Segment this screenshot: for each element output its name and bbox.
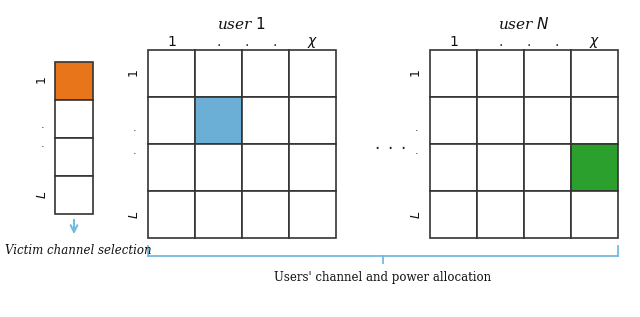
Bar bbox=[430, 97, 477, 144]
Bar bbox=[148, 97, 195, 144]
Bar bbox=[289, 144, 336, 191]
Bar bbox=[242, 191, 289, 238]
Text: $.$: $.$ bbox=[554, 35, 559, 49]
Bar bbox=[55, 62, 93, 100]
Bar bbox=[477, 97, 524, 144]
Bar bbox=[148, 50, 195, 97]
Bar bbox=[55, 176, 93, 214]
Bar bbox=[571, 50, 618, 97]
Bar bbox=[148, 144, 195, 191]
Bar bbox=[524, 50, 571, 97]
Text: $1$: $1$ bbox=[127, 69, 141, 78]
Text: $1$: $1$ bbox=[35, 77, 49, 85]
Text: $.$: $.$ bbox=[244, 35, 249, 49]
Text: $.$: $.$ bbox=[132, 123, 136, 133]
Bar bbox=[571, 144, 618, 191]
Text: user $1$: user $1$ bbox=[218, 16, 266, 32]
Bar bbox=[242, 97, 289, 144]
Bar bbox=[477, 191, 524, 238]
Text: Victim channel selection: Victim channel selection bbox=[5, 243, 152, 256]
Bar bbox=[148, 191, 195, 238]
Text: $.$: $.$ bbox=[414, 146, 418, 156]
Bar bbox=[195, 97, 242, 144]
Bar bbox=[430, 50, 477, 97]
Bar bbox=[477, 50, 524, 97]
Bar bbox=[195, 50, 242, 97]
Bar bbox=[571, 97, 618, 144]
Text: $1$: $1$ bbox=[410, 69, 422, 78]
Bar bbox=[430, 191, 477, 238]
Bar bbox=[289, 191, 336, 238]
Text: $1$: $1$ bbox=[449, 35, 458, 49]
Bar bbox=[195, 191, 242, 238]
Text: $.$: $.$ bbox=[498, 35, 503, 49]
Bar bbox=[55, 138, 93, 176]
Text: $L$: $L$ bbox=[127, 210, 141, 219]
Text: $.\;.\;.$: $.\;.\;.$ bbox=[374, 135, 406, 153]
Bar bbox=[242, 50, 289, 97]
Text: $L$: $L$ bbox=[35, 191, 49, 199]
Text: $.$: $.$ bbox=[273, 35, 277, 49]
Bar bbox=[289, 50, 336, 97]
Bar bbox=[477, 144, 524, 191]
Bar bbox=[571, 191, 618, 238]
Bar bbox=[55, 100, 93, 138]
Text: $\chi$: $\chi$ bbox=[307, 35, 318, 49]
Text: $\chi$: $\chi$ bbox=[589, 35, 600, 49]
Text: Users' channel and power allocation: Users' channel and power allocation bbox=[275, 271, 492, 284]
Text: $.$: $.$ bbox=[132, 146, 136, 156]
Text: $.$: $.$ bbox=[526, 35, 531, 49]
Bar bbox=[524, 97, 571, 144]
Text: $1$: $1$ bbox=[166, 35, 176, 49]
Text: $.$: $.$ bbox=[216, 35, 221, 49]
Text: user $N$: user $N$ bbox=[498, 16, 550, 32]
Bar bbox=[289, 97, 336, 144]
Bar bbox=[242, 144, 289, 191]
Bar bbox=[430, 144, 477, 191]
Text: $.$: $.$ bbox=[414, 123, 418, 133]
Bar bbox=[524, 144, 571, 191]
Text: $.$: $.$ bbox=[40, 120, 44, 130]
Bar bbox=[195, 144, 242, 191]
Text: $.$: $.$ bbox=[40, 139, 44, 149]
Text: $L$: $L$ bbox=[410, 210, 422, 219]
Bar bbox=[524, 191, 571, 238]
